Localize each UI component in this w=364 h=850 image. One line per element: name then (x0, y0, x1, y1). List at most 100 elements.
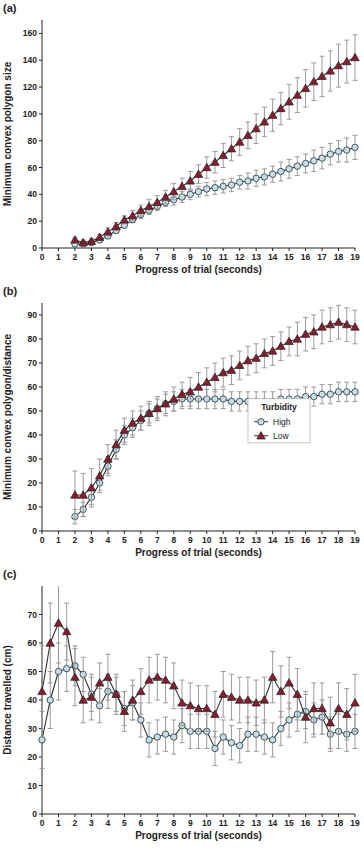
error-cap (287, 355, 292, 356)
error-cap (130, 221, 135, 222)
error-cap (229, 391, 234, 392)
error-cap (188, 408, 193, 409)
marker (351, 53, 359, 60)
error-cap (155, 654, 160, 655)
y-tick (39, 507, 42, 508)
error-cap (295, 77, 300, 78)
marker (335, 148, 341, 154)
x-tick (305, 531, 306, 534)
error-cap (353, 80, 358, 81)
error-cap (171, 387, 176, 388)
error-cap (147, 757, 152, 758)
series-line (42, 666, 355, 749)
error-cap (204, 182, 209, 183)
error-cap (254, 725, 259, 726)
error-cap (196, 408, 201, 409)
error-cap (138, 430, 143, 431)
x-tick-label: 15 (284, 535, 294, 545)
error-cap (270, 702, 275, 703)
y-axis-label: Distance travelled (cm) (2, 645, 13, 755)
marker (203, 378, 211, 385)
marker (261, 174, 267, 180)
error-cap (72, 523, 77, 524)
marker (326, 67, 334, 74)
error-cap (328, 143, 333, 144)
x-tick (239, 531, 240, 534)
marker (343, 710, 351, 717)
error-cap (353, 135, 358, 136)
marker (277, 342, 285, 349)
error-cap (320, 734, 325, 735)
plot-area (71, 35, 359, 247)
x-tick (58, 531, 59, 534)
error-cap (89, 468, 94, 469)
error-cap (328, 403, 333, 404)
error-cap (147, 401, 152, 402)
marker (293, 91, 301, 98)
series (39, 643, 358, 768)
error-cap (262, 722, 267, 723)
error-bar (320, 385, 325, 404)
marker (334, 318, 342, 325)
marker (268, 673, 276, 680)
x-tick-label: 6 (138, 818, 143, 828)
error-cap (114, 459, 119, 460)
error-cap (270, 722, 275, 723)
error-cap (229, 160, 234, 161)
x-tick (322, 248, 323, 251)
error-cap (204, 178, 209, 179)
error-cap (295, 719, 300, 720)
error-cap (188, 377, 193, 378)
error-cap (328, 341, 333, 342)
error-cap (212, 151, 217, 152)
error-cap (254, 113, 259, 114)
marker (335, 389, 341, 395)
error-cap (229, 411, 234, 412)
error-cap (155, 700, 160, 701)
error-cap (229, 384, 234, 385)
marker (71, 236, 79, 243)
marker (79, 696, 87, 703)
marker (137, 687, 145, 694)
error-cap (270, 182, 275, 183)
error-bar (237, 729, 242, 763)
x-tick (355, 248, 356, 251)
error-cap (311, 315, 316, 316)
x-tick (140, 814, 141, 817)
marker (179, 194, 185, 200)
marker (236, 179, 242, 185)
y-tick (39, 221, 42, 222)
error-bar (344, 382, 349, 401)
error-cap (353, 382, 358, 383)
error-cap (180, 178, 185, 179)
error-cap (155, 195, 160, 196)
error-cap (229, 725, 234, 726)
x-tick-label: 1 (56, 535, 61, 545)
error-cap (130, 719, 135, 720)
x-tick-label: 16 (301, 535, 311, 545)
x-tick (140, 248, 141, 251)
error-cap (122, 691, 127, 692)
error-cap (295, 112, 300, 113)
x-tick-label: 18 (334, 818, 344, 828)
marker (344, 389, 350, 395)
error-cap (320, 384, 325, 385)
error-cap (212, 172, 217, 173)
error-cap (311, 734, 316, 735)
x-tick (289, 531, 290, 534)
error-cap (204, 408, 209, 409)
error-cap (353, 310, 358, 311)
error-cap (188, 406, 193, 407)
error-cap (221, 179, 226, 180)
error-cap (278, 389, 283, 390)
marker (227, 693, 235, 700)
error-cap (221, 719, 226, 720)
error-bar (147, 723, 152, 757)
error-cap (122, 442, 127, 443)
marker (334, 704, 342, 711)
marker (269, 737, 275, 743)
error-cap (105, 654, 110, 655)
legend-label: Low (273, 431, 289, 441)
error-cap (180, 742, 185, 743)
error-cap (353, 401, 358, 402)
